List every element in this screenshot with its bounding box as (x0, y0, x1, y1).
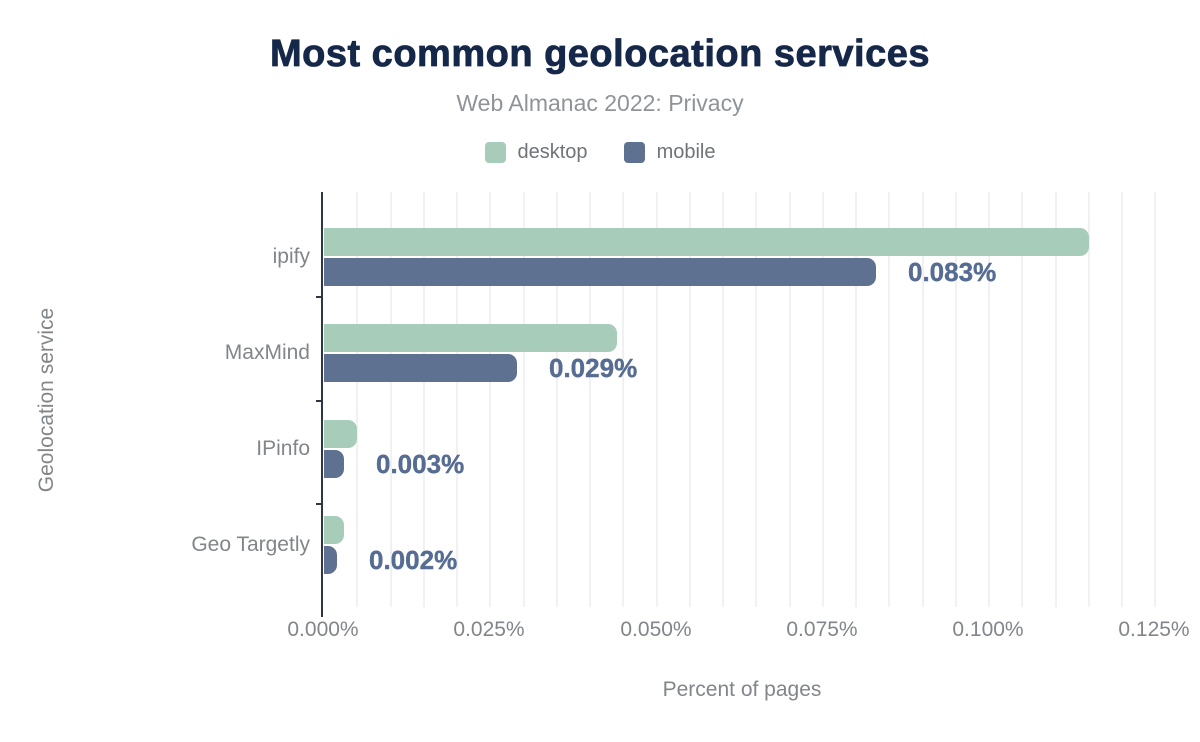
legend-item-mobile[interactable]: mobile (623, 141, 716, 164)
gridline (489, 192, 492, 607)
category-label-ipify: ipify (272, 245, 310, 268)
legend-label-desktop: desktop (517, 141, 588, 163)
legend: desktop mobile (0, 141, 1200, 164)
x-tick-label: 0.125% (1118, 618, 1190, 641)
gridline (1121, 192, 1124, 607)
gridline (456, 192, 458, 607)
x-tick-label: 0.075% (786, 618, 858, 641)
gridline (522, 192, 525, 607)
x-tick-label: 0.000% (287, 618, 359, 641)
gridline (655, 192, 658, 607)
gridline (855, 192, 858, 607)
category-label-geo-targetly: Geo Targetly (191, 533, 310, 556)
x-tick-label: 0.100% (952, 618, 1024, 641)
gridline (722, 192, 724, 607)
gridline (356, 192, 359, 607)
bar-mobile-maxmind[interactable] (324, 354, 517, 382)
gridline (422, 192, 425, 607)
bar-desktop-ipify[interactable] (324, 228, 1089, 256)
gridline (755, 192, 758, 607)
x-tick-label: 0.025% (453, 618, 525, 641)
x-axis-title: Percent of pages (662, 678, 822, 701)
desktop-swatch-icon (484, 142, 506, 163)
gridline (888, 192, 891, 607)
legend-label-mobile: mobile (656, 141, 716, 163)
bar-desktop-ipinfo[interactable] (324, 420, 358, 448)
value-label-geo-targetly: 0.002% (369, 545, 458, 575)
gridline (1021, 192, 1024, 607)
gridline (555, 192, 558, 607)
bar-desktop-maxmind[interactable] (324, 324, 617, 352)
value-label-ipify: 0.083% (908, 257, 997, 287)
gridline (954, 192, 957, 607)
gridline (921, 192, 924, 607)
y-axis-title: Geolocation service (35, 307, 58, 493)
value-label-ipinfo: 0.003% (376, 449, 465, 479)
category-label-maxmind: MaxMind (224, 341, 310, 364)
chart-subtitle: Web Almanac 2022: Privacy (456, 90, 744, 116)
gridline (589, 192, 591, 607)
y-axis-tick (316, 295, 322, 298)
chart-title: Most common geolocation services (269, 33, 931, 76)
y-axis-line (321, 192, 323, 617)
gridline (622, 192, 625, 607)
category-label-ipinfo: IPinfo (256, 437, 310, 460)
gridline (1054, 192, 1057, 607)
y-axis-tick (316, 503, 322, 506)
bar-desktop-geo-targetly[interactable] (324, 516, 344, 544)
gridline (821, 192, 824, 607)
gridline (1087, 192, 1090, 607)
bar-mobile-geo-targetly[interactable] (324, 546, 338, 574)
y-axis-tick (316, 399, 322, 402)
mobile-swatch-icon (623, 142, 645, 163)
bar-mobile-ipify[interactable] (324, 258, 876, 286)
plot-area (316, 192, 1161, 617)
gridline (1154, 192, 1157, 607)
value-label-maxmind: 0.029% (549, 353, 638, 383)
gridline (688, 192, 691, 607)
gridline (389, 192, 392, 607)
gridline (788, 192, 791, 607)
x-tick-label: 0.050% (620, 618, 692, 641)
bar-mobile-ipinfo[interactable] (324, 450, 344, 478)
legend-item-desktop[interactable]: desktop (484, 141, 588, 164)
gridline (988, 192, 991, 607)
